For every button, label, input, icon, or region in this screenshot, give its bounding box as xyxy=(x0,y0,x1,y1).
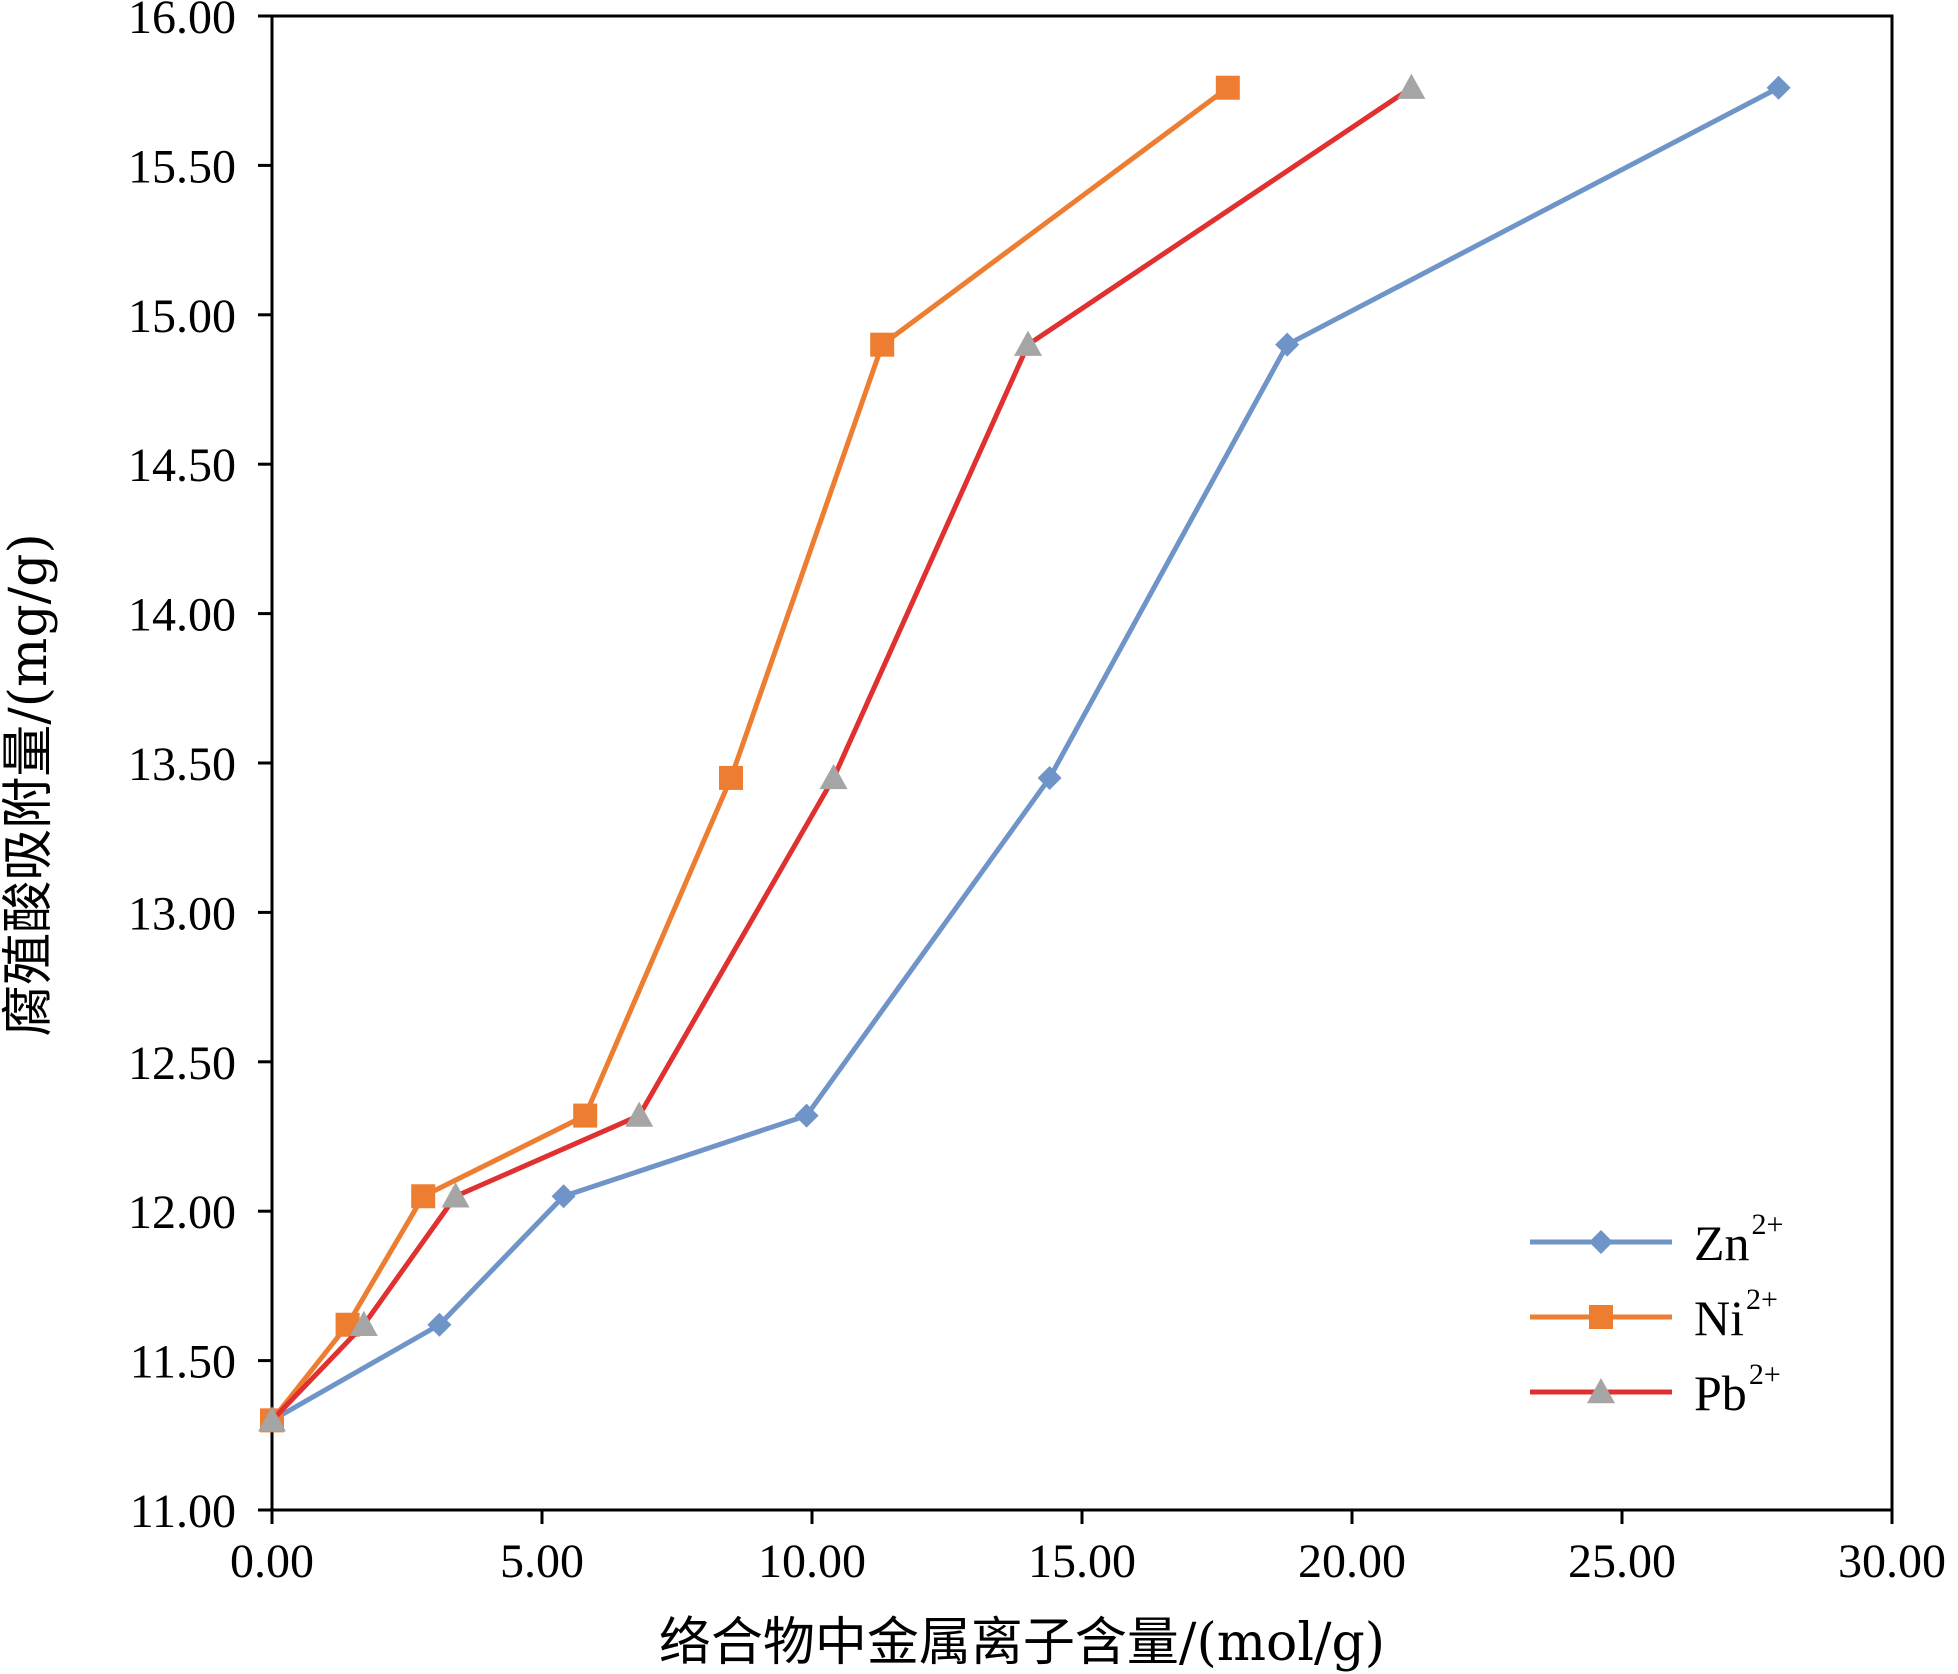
x-axis-ticks: 0.00 5.00 10.00 15.00 20.00 25.00 30.00 xyxy=(230,1510,1946,1588)
series-pb-point xyxy=(1014,330,1042,356)
series-ni-point xyxy=(573,1103,598,1128)
series-zn-point xyxy=(1275,332,1300,357)
series-zn-point xyxy=(551,1184,576,1209)
plot-area xyxy=(270,14,1894,1512)
series-zn-line xyxy=(270,85,1780,1423)
series-ni xyxy=(260,75,1240,1433)
legend-sup-ni: 2+ xyxy=(1746,1283,1778,1316)
x-axis-title: 络合物中金属离子含量/(mol/g) xyxy=(659,1613,1385,1673)
y-tick-label: 12.00 xyxy=(128,1186,236,1239)
y-axis-title: 腐殖酸吸附量/(mg/g) xyxy=(0,533,59,1037)
y-tick-label: 13.00 xyxy=(128,887,236,940)
series-group xyxy=(258,73,1791,1433)
y-tick-label: 13.50 xyxy=(128,738,236,791)
series-zn-point xyxy=(794,1103,819,1128)
y-tick-label: 14.50 xyxy=(128,439,236,492)
x-tick-label: 5.00 xyxy=(500,1535,584,1588)
x-tick-label: 0.00 xyxy=(230,1535,314,1588)
y-tick-label: 15.00 xyxy=(128,290,236,343)
series-pb-point xyxy=(1397,73,1426,99)
series-ni-point xyxy=(719,765,743,790)
y-tick-label: 14.00 xyxy=(128,589,236,642)
series-zn xyxy=(260,75,1791,1433)
legend-marker-zn xyxy=(1589,1230,1613,1254)
series-zn-point xyxy=(427,1312,452,1337)
series-zn-point xyxy=(1037,765,1062,790)
series-ni-point xyxy=(1215,75,1240,100)
x-tick-label: 20.00 xyxy=(1298,1535,1406,1588)
series-zn-point xyxy=(1766,75,1791,100)
series-pb-point xyxy=(258,1406,286,1432)
x-tick-label: 15.00 xyxy=(1028,1535,1136,1588)
y-tick-label: 11.00 xyxy=(130,1485,236,1538)
series-ni-point xyxy=(411,1184,436,1209)
legend-item-pb: Pb 2+ xyxy=(1530,1358,1781,1421)
series-ni-point xyxy=(870,332,895,357)
legend-label-pb: Pb xyxy=(1694,1365,1747,1421)
legend-item-ni: Ni 2+ xyxy=(1530,1283,1778,1346)
y-axis-ticks: 11.00 11.50 12.00 12.50 13.00 13.50 14.00 14.50… xyxy=(128,0,272,1538)
x-tick-label: 30.00 xyxy=(1838,1535,1946,1588)
legend-sup-zn: 2+ xyxy=(1752,1208,1784,1241)
legend-item-zn: Zn 2+ xyxy=(1530,1208,1783,1271)
y-tick-label: 11.50 xyxy=(130,1336,236,1389)
legend-marker-ni xyxy=(1589,1305,1613,1329)
series-pb xyxy=(258,73,1426,1432)
legend-label-ni: Ni xyxy=(1694,1290,1744,1346)
x-tick-label: 10.00 xyxy=(758,1535,866,1588)
legend: Zn 2+Ni 2+Pb 2+ xyxy=(1530,1208,1783,1421)
series-pb-point xyxy=(349,1310,378,1336)
series-pb-point xyxy=(819,763,848,790)
legend-marker-pb xyxy=(1587,1378,1615,1404)
y-tick-label: 12.50 xyxy=(128,1037,236,1090)
series-ni-line xyxy=(270,85,1230,1422)
x-tick-label: 25.00 xyxy=(1568,1535,1676,1588)
y-tick-label: 16.00 xyxy=(128,0,236,44)
series-pb-point xyxy=(441,1182,470,1208)
plot-frame xyxy=(270,14,1894,1512)
series-pb-line xyxy=(270,85,1413,1423)
legend-label-zn: Zn xyxy=(1694,1215,1750,1271)
legend-sup-pb: 2+ xyxy=(1749,1358,1781,1391)
series-pb-point xyxy=(625,1101,654,1127)
y-tick-label: 15.50 xyxy=(128,140,236,193)
